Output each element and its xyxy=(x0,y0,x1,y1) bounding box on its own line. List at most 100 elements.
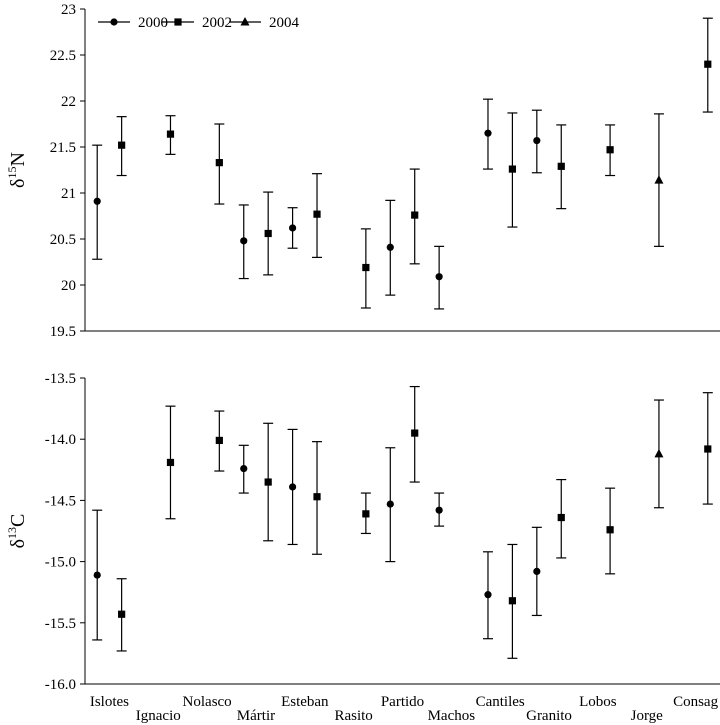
legend-circle-marker xyxy=(110,18,118,26)
data-point-mártir-2000 xyxy=(238,204,249,280)
legend-label: 2000 xyxy=(138,15,168,31)
x-tick-label-consag: Consag xyxy=(673,694,719,710)
top-y-tick-label: 20.5 xyxy=(50,232,76,248)
data-point-nolasco-2002 xyxy=(214,123,225,205)
data-point-granito-2002 xyxy=(556,124,567,210)
bottom-panel: -16.0 -15.5 -15.0 -14.5 -14.0 -13.5 δ13C Islote… xyxy=(5,371,720,724)
legend-label: 2002 xyxy=(202,15,232,31)
top-y-tick-label: 21 xyxy=(61,186,76,202)
x-tick-label-lobos: Lobos xyxy=(579,694,617,710)
square-marker xyxy=(264,478,272,486)
top-y-tick-label: 19.5 xyxy=(50,324,76,340)
x-tick-label-granito: Granito xyxy=(526,708,572,724)
square-marker xyxy=(215,436,223,445)
y-label-superscript: 13 xyxy=(5,527,19,539)
circle-marker xyxy=(533,567,541,575)
square-marker xyxy=(166,458,175,467)
data-point-granito-2002 xyxy=(556,478,567,559)
square-marker xyxy=(704,445,712,453)
bottom-y-tick-label: -15.0 xyxy=(45,555,76,571)
legend-entry-2002: 2002 xyxy=(162,15,232,31)
y-label-element: N xyxy=(7,152,29,166)
legend: 2000 2002 2004 xyxy=(98,15,300,31)
x-tick-label-islotes: Islotes xyxy=(90,694,129,710)
top-y-tick-label: 21.5 xyxy=(50,140,76,156)
data-point-islotes-2002 xyxy=(116,578,127,652)
data-point-machos-2000 xyxy=(434,245,445,310)
circle-marker xyxy=(288,224,297,232)
x-tick-label-machos: Machos xyxy=(428,708,476,724)
circle-marker xyxy=(435,273,443,281)
circle-marker xyxy=(533,136,541,145)
circle-marker xyxy=(240,237,248,245)
bottom-y-tick-label: -14.0 xyxy=(45,432,76,448)
square-marker xyxy=(118,141,126,149)
circle-marker xyxy=(484,129,492,137)
data-point-machos-2000 xyxy=(434,492,445,527)
triangle-marker xyxy=(654,448,664,458)
data-point-partido-2002 xyxy=(409,385,420,483)
data-point-mártir-2002 xyxy=(263,191,274,276)
data-point-partido-2000 xyxy=(385,199,396,296)
data-point-partido-2000 xyxy=(385,447,396,563)
data-point-islotes-2000 xyxy=(92,509,103,641)
y-label-element: C xyxy=(7,514,29,527)
square-marker xyxy=(411,429,419,437)
square-marker xyxy=(704,60,712,68)
data-point-consag-2002 xyxy=(702,17,713,113)
circle-marker xyxy=(435,506,443,514)
top-y-tick-label: 22 xyxy=(61,94,76,110)
bottom-y-tick-label: -14.5 xyxy=(45,493,76,509)
x-tick-label-nolasco: Nolasco xyxy=(183,694,232,710)
bottom-y-tick-label: -16.0 xyxy=(45,677,76,693)
square-marker xyxy=(557,513,565,522)
x-tick-label-rasito: Rasito xyxy=(334,708,372,724)
circle-marker xyxy=(386,243,394,251)
data-point-cantiles-2002 xyxy=(507,543,518,659)
legend-entry-2004: 2004 xyxy=(229,15,300,31)
data-point-cantiles-2000 xyxy=(482,98,493,170)
data-point-jorge-2004 xyxy=(653,113,664,247)
legend-square-marker xyxy=(174,18,182,26)
data-point-partido-2002 xyxy=(409,168,420,265)
x-tick-label-partido: Partido xyxy=(381,694,424,710)
square-marker xyxy=(166,130,175,138)
square-marker xyxy=(606,146,614,154)
square-marker xyxy=(313,210,321,218)
data-point-granito-2000 xyxy=(531,109,542,174)
data-point-jorge-2004 xyxy=(653,399,664,509)
data-point-ignacio-2002 xyxy=(165,115,176,155)
square-marker xyxy=(508,165,517,173)
data-point-lobos-2002 xyxy=(605,124,616,177)
data-point-cantiles-2002 xyxy=(507,112,518,228)
data-point-islotes-2000 xyxy=(92,144,103,260)
circle-marker xyxy=(386,500,394,508)
top-y-tick-label: 23 xyxy=(61,2,76,18)
circle-marker xyxy=(93,571,101,579)
data-point-mártir-2000 xyxy=(238,444,249,494)
square-marker xyxy=(606,526,614,534)
circle-marker xyxy=(240,464,248,473)
data-point-mártir-2002 xyxy=(263,422,274,542)
square-marker xyxy=(557,162,565,170)
y-label-delta: δ xyxy=(7,539,29,548)
x-tick-label-esteban: Esteban xyxy=(281,694,329,710)
top-panel: 19.5 20 20.5 21 21.5 22 22.5 23 δ15N 2000 2002 2004 xyxy=(5,2,720,340)
data-point-rasito-2002 xyxy=(360,492,371,535)
bottom-y-tick-label: -13.5 xyxy=(45,371,76,387)
data-point-rasito-2002 xyxy=(360,228,371,309)
legend-label: 2004 xyxy=(269,15,300,31)
data-point-granito-2000 xyxy=(531,526,542,617)
top-y-tick-label: 22.5 xyxy=(50,48,76,64)
x-tick-label-mártir: Mártir xyxy=(237,708,275,724)
circle-marker xyxy=(93,197,101,205)
x-tick-label-jorge: Jorge xyxy=(631,708,664,724)
data-point-ignacio-2002 xyxy=(165,405,176,520)
square-marker xyxy=(508,597,517,605)
circle-marker xyxy=(288,483,297,491)
circle-marker xyxy=(484,591,492,599)
legend-triangle-marker xyxy=(240,17,250,26)
top-y-tick-label: 20 xyxy=(61,278,76,294)
